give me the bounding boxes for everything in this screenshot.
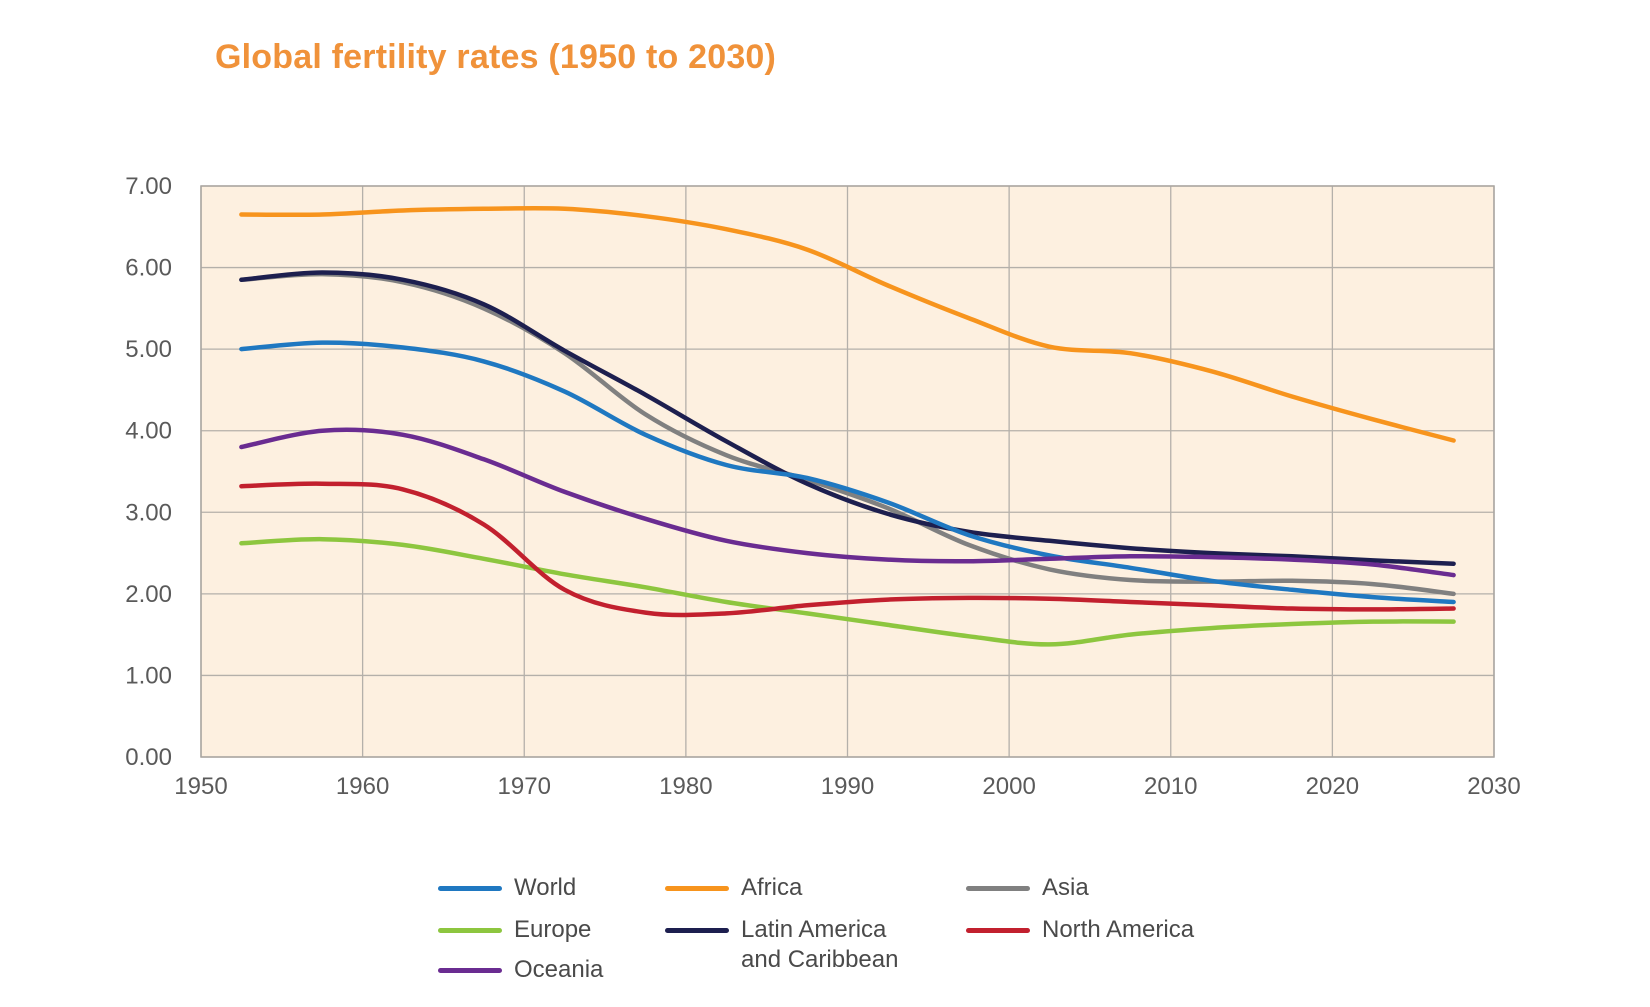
x-tick-label: 2020 (1306, 773, 1359, 800)
legend-swatch-latin-america (665, 928, 729, 933)
legend-label-world: World (514, 874, 577, 901)
x-tick-label: 1990 (821, 773, 874, 800)
y-tick-label: 5.00 (125, 336, 172, 363)
y-tick-label: 4.00 (125, 418, 172, 445)
series-line-asia (239, 271, 1456, 597)
legend-swatch-world (438, 886, 502, 891)
y-tick-label: 3.00 (125, 499, 172, 526)
y-tick-label: 7.00 (125, 173, 172, 200)
series-line-north-america (239, 481, 1456, 618)
series-line-latin-america (239, 270, 1456, 566)
legend-item-europe: Europe (438, 915, 591, 945)
legend-swatch-asia (966, 886, 1030, 891)
series-line-oceania (239, 427, 1456, 578)
legend-label-latin-america: Latin America and Caribbean (741, 916, 899, 973)
legend-swatch-oceania (438, 968, 502, 973)
legend-label-asia: Asia (1042, 874, 1089, 901)
x-tick-label: 2030 (1467, 773, 1520, 800)
x-tick-label: 1980 (659, 773, 712, 800)
legend-label-europe: Europe (514, 916, 592, 943)
x-tick-label: 1950 (174, 773, 227, 800)
x-tick-label: 2010 (1144, 773, 1197, 800)
legend-swatch-europe (438, 928, 502, 933)
legend-item-asia: Asia (966, 873, 1089, 903)
legend-label-oceania: Oceania (514, 956, 604, 983)
x-tick-label: 2000 (982, 773, 1035, 800)
legend: World Africa Asia Europe Latin America a… (438, 873, 1238, 1003)
y-tick-label: 6.00 (125, 255, 172, 282)
legend-swatch-north-america (966, 928, 1030, 933)
x-tick-label: 1960 (336, 773, 389, 800)
series-line-africa (239, 205, 1456, 443)
line-chart: 1950 1960 1970 1980 1990 2000 2010 2020 2030 0.00… (125, 173, 1520, 800)
series-line-europe (239, 536, 1456, 647)
plot-border (200, 185, 1495, 758)
y-tick-label: 1.00 (125, 662, 172, 689)
legend-item-latin-america: Latin America and Caribbean (665, 915, 898, 975)
legend-item-africa: Africa (665, 873, 802, 903)
x-tick-label: 1970 (498, 773, 551, 800)
legend-item-north-america: North America (966, 915, 1194, 945)
legend-label-north-america: North America (1042, 916, 1195, 943)
y-tick-label: 2.00 (125, 581, 172, 608)
legend-item-oceania: Oceania (438, 955, 603, 985)
chart-title: Global fertility rates (1950 to 2030) (215, 38, 777, 76)
series-line-world (239, 340, 1456, 605)
legend-item-world: World (438, 873, 576, 903)
legend-label-africa: Africa (741, 874, 803, 901)
y-tick-label: 0.00 (125, 744, 172, 771)
legend-swatch-africa (665, 886, 729, 891)
